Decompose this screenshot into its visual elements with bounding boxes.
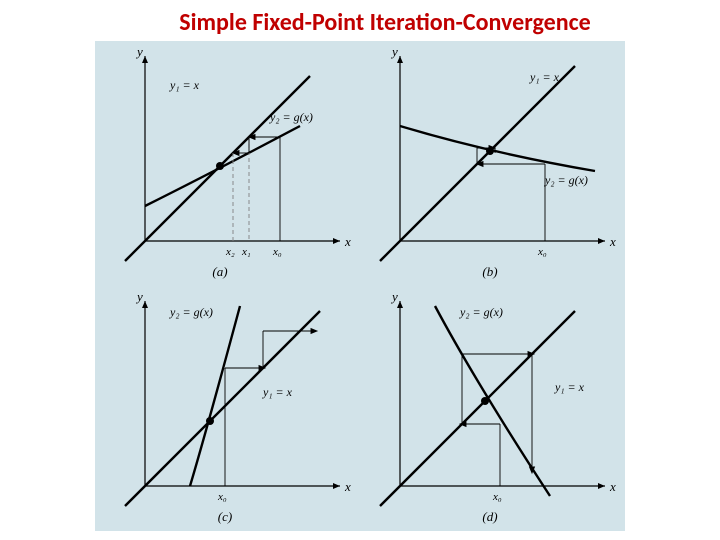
- y-axis-label: y: [135, 44, 143, 59]
- y-axis-label: y: [390, 289, 398, 304]
- fixed-point: [206, 417, 214, 425]
- curve-y2: [190, 306, 240, 486]
- y2-label: y₂ = g(x): [544, 173, 588, 187]
- fixed-point: [216, 162, 224, 170]
- tick-x0: x₀: [492, 491, 502, 503]
- panel-c: y x y₁ = x y₂ = g(x) x₀ (c): [95, 286, 360, 531]
- y-axis-label: y: [390, 44, 398, 59]
- sub-label: (a): [212, 264, 227, 279]
- panel-d: y x y₁ = x y₂ = g(x) x₀ (d): [360, 286, 625, 531]
- y1-label: y₁ = x: [169, 78, 200, 92]
- figure-grid: y x y₁ = x y₂ = g(x) x₂ x₁ x₀ (a): [95, 41, 625, 531]
- panel-a: y x y₁ = x y₂ = g(x) x₂ x₁ x₀ (a): [95, 41, 360, 286]
- page-title: Simple Fixed-Point Iteration-Convergence: [0, 0, 720, 41]
- tick-x0: x₀: [217, 491, 227, 503]
- line-y1: [125, 311, 320, 506]
- axes: [397, 56, 605, 244]
- sub-label: (c): [218, 509, 232, 524]
- axes: [397, 301, 605, 489]
- panel-b: y x y₁ = x y₂ = g(x) x₀ (b): [360, 41, 625, 286]
- line-y1: [380, 311, 575, 506]
- tick-x2: x₂: [225, 246, 235, 258]
- x-axis-label: x: [344, 479, 351, 494]
- sub-label: (d): [482, 509, 497, 524]
- x-axis-label: x: [609, 479, 616, 494]
- y1-label: y₁ = x: [262, 385, 293, 399]
- y1-label: y₁ = x: [554, 380, 585, 394]
- tick-x1: x₁: [241, 246, 251, 258]
- y2-label: y₂ = g(x): [269, 110, 313, 124]
- sub-label: (b): [482, 264, 497, 279]
- x-axis-label: x: [609, 234, 616, 249]
- y2-label: y₂ = g(x): [169, 305, 213, 319]
- tick-x0: x₀: [272, 246, 282, 258]
- y1-label: y₁ = x: [529, 70, 560, 84]
- x-axis-label: x: [344, 234, 351, 249]
- tick-x0: x₀: [537, 246, 547, 258]
- cobweb: [233, 135, 280, 242]
- cobweb: [225, 329, 317, 487]
- y2-label: y₂ = g(x): [459, 305, 503, 319]
- fixed-point: [481, 397, 489, 405]
- y-axis-label: y: [135, 289, 143, 304]
